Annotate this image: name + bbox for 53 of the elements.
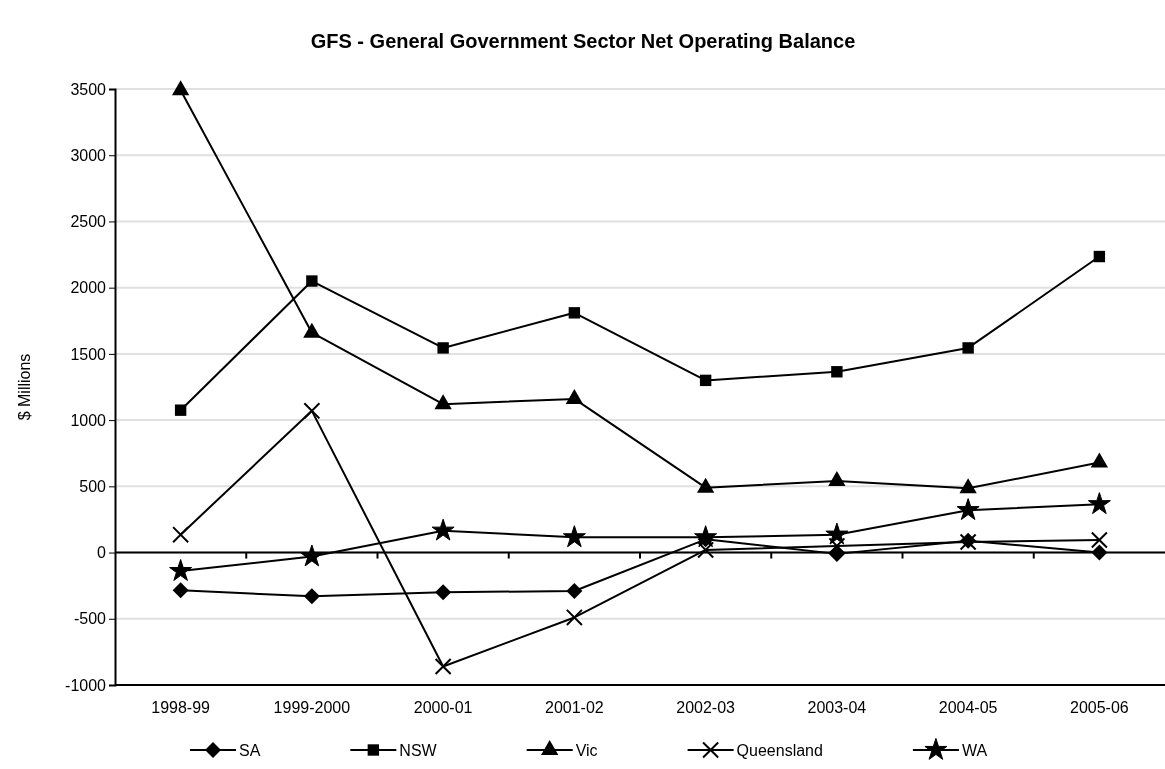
point [1093,250,1106,263]
point [172,526,190,544]
point [825,522,849,545]
legend-label: Vic [575,742,598,759]
legend-label: SA [239,742,261,759]
point [962,342,974,354]
point [300,544,324,567]
point [697,541,715,559]
y-tick-label: 500 [79,477,107,495]
point [1091,544,1108,561]
point [431,518,455,541]
point [1090,531,1108,549]
point [303,402,321,420]
point [169,559,193,581]
point [1087,492,1111,515]
y-tick-label: 0 [97,544,107,562]
x-tick-label: 2000-01 [413,699,473,716]
point [566,582,583,599]
legend-label: NSW [399,742,438,759]
point [694,525,718,548]
x-tick-label: 2004-05 [938,699,998,716]
y-tick-label: -500 [73,610,107,628]
x-tick-label: 1998-99 [151,699,211,716]
point [562,525,586,548]
point [435,584,452,601]
y-tick-label: 2500 [70,213,107,231]
y-tick-label: 3500 [70,80,107,98]
legend-label: WA [961,742,988,759]
y-tick-label: 2000 [70,279,107,297]
x-tick-label: 2002-03 [676,699,736,716]
point [434,657,452,675]
point [699,374,712,387]
chart-title: GFS - General Government Sector Net Operating Balance [310,30,856,52]
legend-label: Queensland [736,742,823,759]
point [437,342,449,354]
x-tick-label: 2003-04 [807,699,867,716]
point [565,608,583,626]
y-tick-label: 1000 [70,411,107,429]
point [828,471,846,487]
y-tick-label: 3000 [70,146,107,164]
x-tick-label: 2005-06 [1070,699,1129,716]
point [174,404,187,416]
x-tick-label: 2001-02 [545,699,604,716]
y-tick-label: 1500 [70,345,107,363]
point [303,588,320,605]
point [956,498,980,521]
y-tick-label: -1000 [65,676,107,694]
point [172,582,189,599]
point [831,366,843,378]
point [568,307,581,319]
y-axis-title: $ Millions [16,353,33,421]
point [306,275,318,287]
x-tick-label: 1999-2000 [273,699,351,716]
